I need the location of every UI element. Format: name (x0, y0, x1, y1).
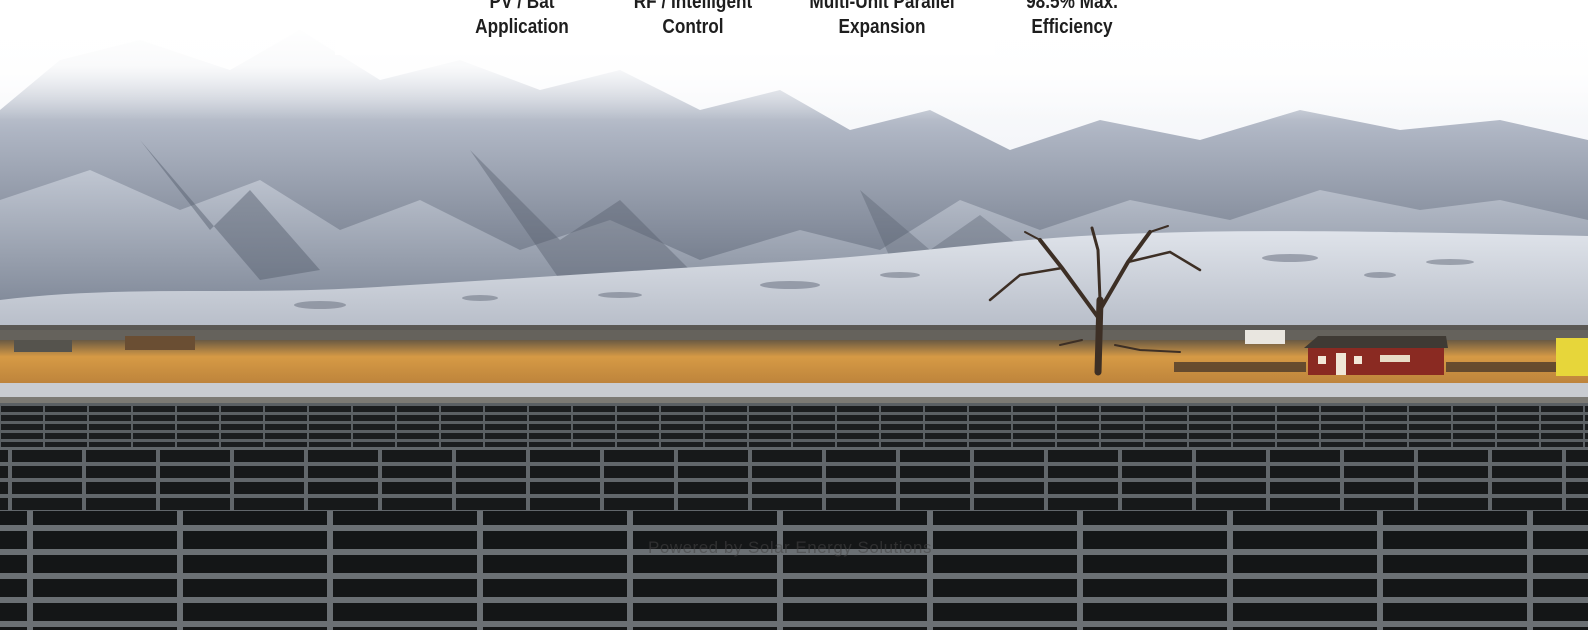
feature-efficiency: 98.5% Max. Efficiency (996, 0, 1147, 40)
solar-panel-field (0, 403, 1588, 630)
feature-line1: RF / Intelligent (633, 0, 753, 13)
feature-rf-control: RF / Intelligent Control (616, 0, 771, 40)
feature-line2: Efficiency (1031, 16, 1113, 38)
feature-parallel-expansion: Multi-Unit Parallel Expansion (796, 0, 968, 40)
hero-caption: Powered by Solar Energy Solutions (648, 538, 932, 557)
feature-line2: Application (475, 16, 569, 38)
feature-line1: PV / Bat (489, 0, 555, 13)
feature-line1: 98.5% Max. (1026, 0, 1118, 13)
dunes (0, 231, 1588, 330)
feature-line2: Control (662, 16, 724, 38)
feature-line2: Expansion (838, 16, 926, 38)
feature-line1: Multi-Unit Parallel (809, 0, 955, 13)
feature-pv-battery: PV / Bat Application (445, 0, 600, 40)
red-barn (1174, 336, 1588, 376)
bare-tree (988, 225, 1202, 376)
feature-highlights: PV / Bat Application RF / Intelligent Co… (0, 0, 1588, 60)
